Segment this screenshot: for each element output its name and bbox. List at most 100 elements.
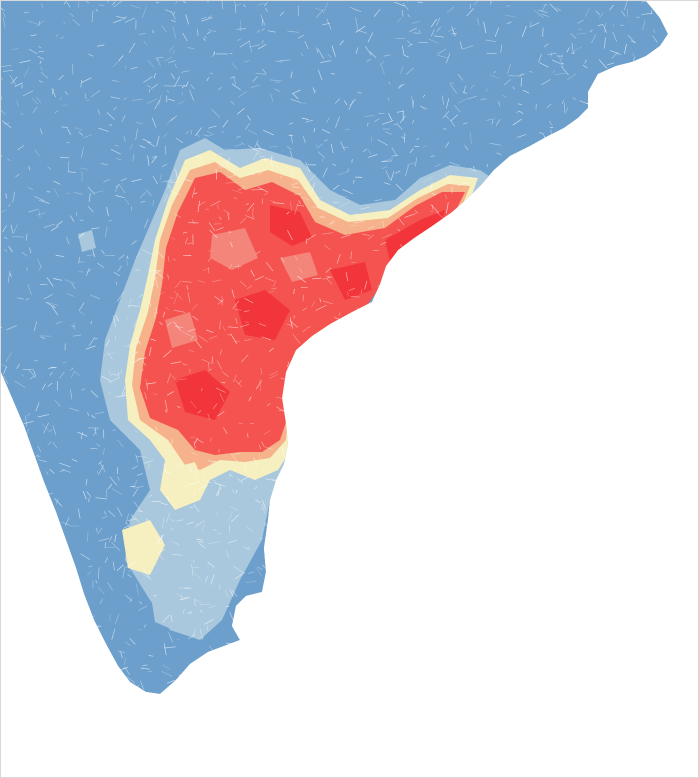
district-boundary-segment bbox=[168, 184, 171, 189]
district-boundary-segment bbox=[143, 459, 154, 464]
district-boundary-segment bbox=[176, 592, 183, 598]
district-boundary-segment bbox=[512, 86, 515, 90]
district-boundary-segment bbox=[285, 165, 289, 169]
district-boundary-segment bbox=[360, 289, 363, 294]
district-boundary-segment bbox=[316, 47, 319, 54]
district-boundary-segment bbox=[395, 170, 401, 174]
district-boundary-segment bbox=[127, 573, 132, 578]
district-boundary-segment bbox=[161, 475, 166, 481]
district-boundary-segment bbox=[393, 123, 399, 125]
district-boundary-segment bbox=[364, 280, 368, 290]
district-boundary-segment bbox=[263, 446, 274, 450]
district-boundary-segment bbox=[34, 195, 45, 202]
district-boundary-segment bbox=[137, 628, 143, 631]
district-boundary-segment bbox=[291, 182, 299, 186]
district-boundary-segment bbox=[383, 54, 391, 57]
district-boundary-segment bbox=[169, 519, 176, 522]
district-boundary-segment bbox=[367, 122, 369, 127]
district-boundary-segment bbox=[71, 458, 78, 462]
district-boundary-segment bbox=[6, 325, 17, 331]
district-boundary-segment bbox=[228, 511, 233, 521]
district-boundary-segment bbox=[305, 119, 314, 123]
district-boundary-segment bbox=[203, 618, 214, 625]
district-boundary-segment bbox=[193, 598, 196, 606]
district-boundary-segment bbox=[5, 352, 12, 362]
district-boundary-segment bbox=[382, 220, 385, 228]
district-boundary-segment bbox=[208, 368, 212, 371]
district-boundary-segment bbox=[56, 220, 63, 226]
district-boundary-segment bbox=[125, 513, 130, 525]
district-boundary-segment bbox=[106, 112, 115, 120]
district-boundary-segment bbox=[261, 441, 265, 447]
district-boundary-segment bbox=[491, 120, 494, 125]
district-boundary-segment bbox=[7, 158, 11, 162]
district-boundary-segment bbox=[137, 473, 143, 476]
district-boundary-segment bbox=[260, 158, 267, 161]
district-boundary-segment bbox=[175, 326, 184, 329]
district-boundary-segment bbox=[66, 293, 75, 297]
district-boundary-segment bbox=[217, 86, 222, 91]
district-boundary-segment bbox=[91, 10, 94, 23]
district-boundary-segment bbox=[256, 29, 261, 33]
district-boundary-segment bbox=[538, 53, 542, 63]
district-boundary-segment bbox=[451, 26, 456, 37]
district-boundary-segment bbox=[312, 277, 322, 280]
district-boundary-segment bbox=[116, 439, 124, 448]
district-boundary-segment bbox=[64, 516, 70, 526]
district-boundary-segment bbox=[290, 133, 294, 144]
district-boundary-segment bbox=[218, 216, 222, 220]
district-boundary-segment bbox=[167, 255, 170, 262]
district-boundary-segment bbox=[435, 211, 444, 219]
district-boundary-segment bbox=[566, 73, 577, 81]
district-boundary-segment bbox=[368, 234, 374, 240]
district-boundary-segment bbox=[193, 192, 198, 194]
district-boundary-segment bbox=[158, 291, 165, 296]
district-boundary-segment bbox=[229, 76, 236, 79]
district-boundary-segment bbox=[340, 195, 348, 198]
district-boundary-segment bbox=[362, 233, 371, 236]
district-boundary-segment bbox=[253, 140, 259, 151]
district-boundary-segment bbox=[237, 90, 248, 98]
district-boundary-segment bbox=[503, 79, 511, 86]
district-boundary-segment bbox=[162, 518, 165, 529]
district-boundary-segment bbox=[135, 583, 139, 596]
district-boundary-segment bbox=[38, 265, 43, 271]
district-boundary-segment bbox=[444, 173, 449, 180]
district-boundary-segment bbox=[404, 213, 416, 218]
district-boundary-segment bbox=[206, 77, 210, 82]
district-boundary-segment bbox=[9, 75, 17, 86]
district-boundary-segment bbox=[175, 137, 184, 144]
district-boundary-segment bbox=[72, 19, 81, 27]
district-boundary-segment bbox=[126, 255, 129, 259]
district-boundary-segment bbox=[172, 50, 175, 54]
district-boundary-segment bbox=[326, 278, 333, 285]
district-boundary-segment bbox=[87, 412, 89, 416]
district-boundary-segment bbox=[5, 193, 7, 199]
district-boundary-segment bbox=[74, 127, 83, 131]
district-boundary-segment bbox=[164, 646, 176, 649]
district-boundary-segment bbox=[436, 17, 441, 26]
district-boundary-segment bbox=[107, 510, 116, 517]
district-boundary-segment bbox=[131, 178, 142, 182]
district-boundary-segment bbox=[132, 154, 135, 162]
district-boundary-segment bbox=[539, 131, 545, 135]
district-boundary-segment bbox=[263, 2, 268, 7]
district-boundary-segment bbox=[401, 136, 405, 139]
district-boundary-segment bbox=[11, 76, 18, 84]
district-boundary-segment bbox=[207, 561, 215, 568]
district-boundary-segment bbox=[91, 227, 100, 230]
district-boundary-segment bbox=[105, 488, 108, 497]
district-boundary-segment bbox=[463, 122, 468, 125]
district-boundary-segment bbox=[374, 199, 383, 202]
district-boundary-segment bbox=[143, 40, 148, 46]
district-boundary-segment bbox=[230, 100, 235, 105]
district-boundary-segment bbox=[163, 464, 167, 471]
district-boundary-segment bbox=[245, 202, 250, 206]
district-boundary-segment bbox=[104, 226, 108, 238]
district-boundary-segment bbox=[405, 67, 414, 75]
district-boundary-segment bbox=[66, 2, 71, 8]
district-boundary-segment bbox=[294, 193, 302, 195]
district-boundary-segment bbox=[324, 244, 331, 251]
district-boundary-segment bbox=[422, 94, 426, 98]
district-boundary-segment bbox=[46, 277, 54, 287]
